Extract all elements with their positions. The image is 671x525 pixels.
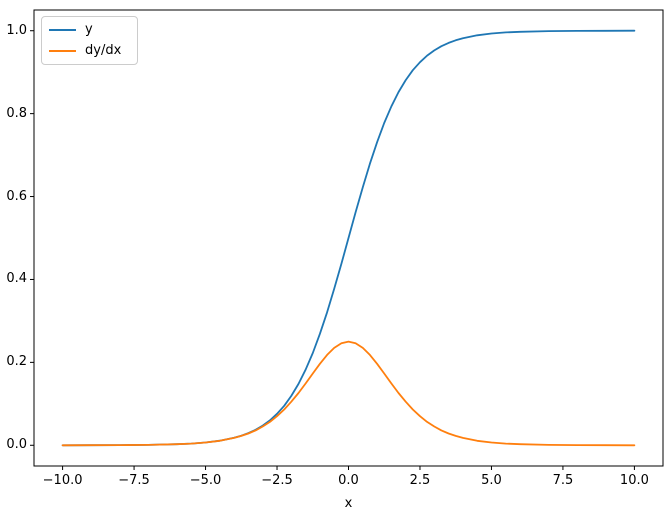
x-tick-label: −7.5 (118, 473, 150, 488)
x-tick-label: 2.5 (409, 473, 431, 488)
x-tick-label: −2.5 (261, 473, 293, 488)
x-tick-label: 0.0 (338, 473, 359, 488)
series-line-y (61, 29, 636, 447)
x-tick-label: 7.5 (552, 473, 574, 488)
legend-line-sample (49, 50, 76, 52)
x-tick-label: −5.0 (189, 473, 222, 488)
legend-entry: dy/dx (49, 43, 130, 59)
legend-label: dy/dx (85, 43, 122, 58)
series-line-dy/dx (61, 340, 636, 447)
y-tick-label: 0.8 (6, 105, 27, 121)
legend: y dy/dx (41, 16, 138, 65)
y-tick-label: 1.0 (6, 22, 27, 38)
y-tick-label: 0.0 (6, 437, 27, 453)
x-tick-label: 5.0 (481, 473, 502, 488)
legend-label: y (85, 22, 93, 37)
y-tick-label: 0.4 (6, 271, 27, 287)
legend-line-sample (49, 29, 76, 31)
x-tick-label: −10.0 (42, 473, 83, 488)
y-tick-label: 0.2 (6, 354, 27, 370)
x-tick-label: 10.0 (619, 473, 649, 488)
legend-entry: y (49, 22, 130, 38)
x-axis-label: x (344, 496, 353, 511)
y-tick-label: 0.6 (6, 188, 27, 204)
